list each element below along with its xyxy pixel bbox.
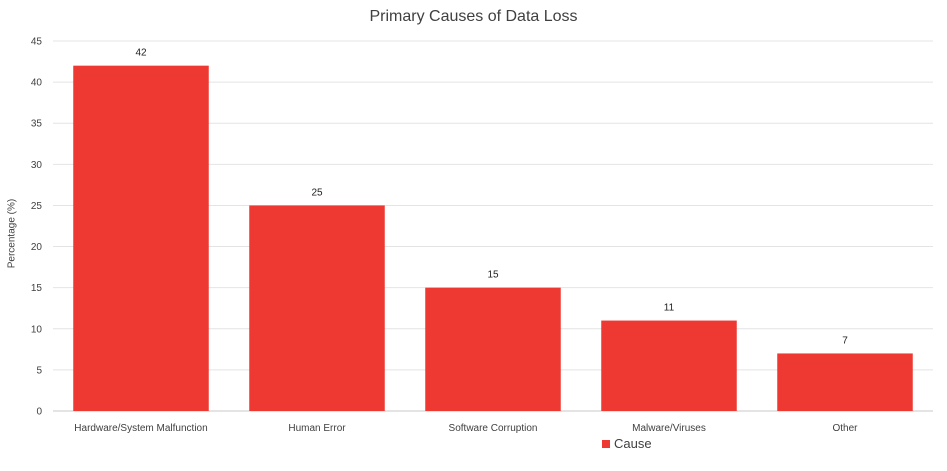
y-tick-label: 40 <box>31 78 43 89</box>
legend: Cause <box>602 436 652 451</box>
data-label: 11 <box>664 303 675 314</box>
y-tick-label: 5 <box>36 365 42 376</box>
bar <box>73 65 209 412</box>
legend-swatch <box>602 439 610 448</box>
data-label: 15 <box>487 270 499 281</box>
y-tick-label: 0 <box>36 407 42 418</box>
y-tick-label: 15 <box>31 283 43 294</box>
data-label: 42 <box>135 48 147 59</box>
y-tick-label: 35 <box>31 119 43 130</box>
y-tick-label: 10 <box>31 324 43 335</box>
y-tick-label: 20 <box>31 242 43 253</box>
x-tick-label: Software Corruption <box>449 423 538 434</box>
x-tick-label: Malware/Viruses <box>632 423 706 434</box>
data-label: 7 <box>842 335 848 346</box>
x-tick-label: Human Error <box>288 423 346 434</box>
bar <box>601 320 737 411</box>
x-tick-label: Hardware/System Malfunction <box>74 423 207 434</box>
chart-title: Primary Causes of Data Loss <box>369 8 578 25</box>
bar <box>777 353 913 411</box>
bar <box>425 287 561 411</box>
y-tick-label: 30 <box>31 160 43 171</box>
data-label: 25 <box>311 187 323 198</box>
legend-label: Cause <box>614 436 652 451</box>
bar <box>249 205 385 411</box>
x-tick-label: Other <box>832 423 858 434</box>
y-tick-label: 45 <box>31 37 43 48</box>
y-tick-label: 25 <box>31 201 43 212</box>
